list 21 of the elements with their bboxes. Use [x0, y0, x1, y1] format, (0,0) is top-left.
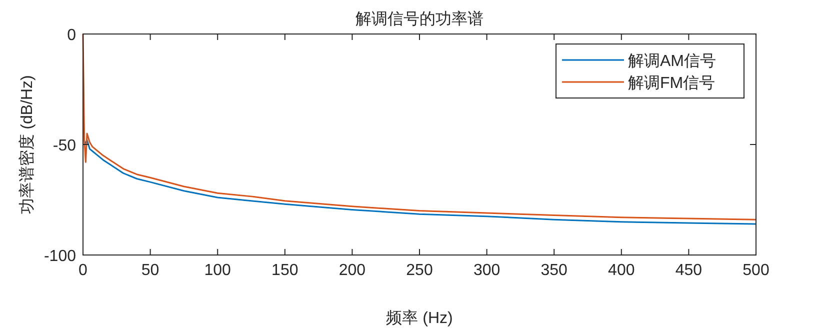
- x-tick-label: 50: [141, 262, 160, 279]
- y-tick-label: 0: [67, 27, 76, 44]
- line-series: [84, 139, 757, 225]
- y-tick-label: -100: [44, 248, 76, 265]
- y-tick-label: -50: [52, 138, 76, 154]
- x-tick-label: 450: [675, 262, 702, 279]
- x-tick-label: 200: [338, 262, 366, 279]
- x-tick-label: 300: [473, 262, 500, 279]
- x-tick-label: 350: [540, 262, 568, 279]
- line-series: [82, 33, 757, 220]
- x-tick-label: 0: [78, 262, 88, 279]
- legend-label: 解调AM信号: [628, 53, 716, 70]
- chart-title: 解调信号的功率谱: [356, 10, 484, 28]
- x-axis-title: 频率 (Hz): [386, 309, 453, 327]
- x-tick-label: 150: [272, 262, 298, 279]
- x-tick-label: 250: [406, 262, 433, 279]
- y-axis-title: 功率谱密度 (dB/Hz): [18, 75, 36, 214]
- legend-label: 解调FM信号: [628, 75, 716, 92]
- x-tick-label: 400: [608, 262, 635, 279]
- x-tick-label: 100: [204, 262, 232, 279]
- x-tick-label: 500: [742, 262, 770, 279]
